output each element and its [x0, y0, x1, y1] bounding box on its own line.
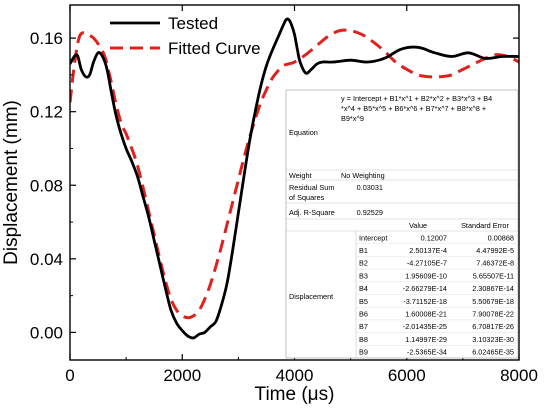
legend-label-tested: Tested [168, 14, 218, 33]
param-name: B9 [359, 348, 368, 357]
rss-value: 0.03031 [357, 183, 383, 192]
adj-r-square-value: 0.92529 [357, 208, 383, 217]
y-tick-label: 0.04 [30, 250, 63, 269]
equation-text-line-2: *x^4 + B5*x^5 + B6*x^6 + B7*x^7 + B8*x^8… [341, 104, 486, 113]
y-tick-label: 0.08 [30, 176, 63, 195]
fit-results-table: Intercept 0.12007 0.00868 B1 2.50137E-4 4.479… [285, 89, 519, 359]
param-value: 2.50137E-4 [409, 246, 447, 255]
equation-text-line-3: B9*x^9 [341, 114, 364, 123]
value-column-header: Value [409, 221, 427, 230]
param-value: -4.27105E-7 [407, 259, 447, 268]
y-axis: 0.00 0.04 0.08 0.12 0.16 [30, 29, 519, 342]
param-standard-error: 6.70817E-26 [472, 322, 514, 331]
param-name: Intercept [359, 233, 387, 242]
equation-label: Equation [289, 128, 318, 137]
x-tick-label: 0 [65, 366, 74, 385]
param-standard-error: 0.00868 [488, 233, 514, 242]
y-tick-label: 0.12 [30, 103, 63, 122]
param-standard-error: 5.50679E-18 [472, 297, 514, 306]
param-name: B3 [359, 271, 368, 280]
legend: Tested Fitted Curve [110, 14, 261, 58]
param-value: -2.66279E-14 [403, 284, 447, 293]
weight-label: Weight [289, 171, 312, 180]
param-name: B2 [359, 259, 368, 268]
param-value: 0.12007 [421, 233, 447, 242]
param-name: B8 [359, 335, 368, 344]
x-tick-label: 4000 [276, 366, 314, 385]
legend-label-fitted-curve: Fitted Curve [168, 39, 261, 58]
x-axis-label: Time (μs) [255, 384, 335, 405]
x-tick-label: 2000 [163, 366, 201, 385]
y-tick-label: 0.00 [30, 323, 63, 342]
param-name: B5 [359, 297, 368, 306]
rss-label-line-1: Residual Sum [289, 183, 334, 192]
param-standard-error: 2.30867E-14 [472, 284, 514, 293]
param-value: 1.60008E-21 [405, 310, 447, 319]
param-name: B6 [359, 310, 368, 319]
param-value: 1.14997E-29 [405, 335, 447, 344]
x-tick-label: 8000 [500, 366, 538, 385]
weight-value: No Weighting [341, 171, 385, 180]
equation-text-line-1: y = Intercept + B1*x^1 + B2*x^2 + B3*x^3… [341, 94, 492, 103]
param-value: -2.01435E-25 [403, 322, 447, 331]
param-standard-error: 5.65507E-11 [473, 271, 514, 280]
y-tick-label: 0.16 [30, 29, 63, 48]
y-axis-label: Displacement (mm) [1, 100, 22, 265]
standard-error-column-header: Standard Error [461, 221, 509, 230]
param-standard-error: 3.10323E-30 [472, 335, 514, 344]
param-value: -2.5365E-34 [407, 348, 447, 357]
fit-table-background [285, 89, 519, 359]
param-standard-error: 6.02465E-35 [472, 348, 514, 357]
param-value: -3.71152E-18 [403, 297, 447, 306]
param-standard-error: 7.90078E-22 [472, 310, 514, 319]
adj-r-square-label: Adj. R-Square [289, 208, 335, 217]
series-line-tested [70, 17, 519, 340]
series-line-fitted-curve [70, 28, 519, 320]
param-name: B7 [359, 322, 368, 331]
displacement-group-label: Displacement [289, 292, 333, 301]
param-standard-error: 7.46372E-8 [476, 259, 514, 268]
rss-label-line-2: of Squares [289, 193, 325, 202]
param-value: 1.95609E-10 [405, 271, 447, 280]
param-name: B4 [359, 284, 368, 293]
param-standard-error: 4.47992E-5 [476, 246, 514, 255]
param-name: B1 [359, 246, 368, 255]
x-tick-label: 6000 [388, 366, 426, 385]
